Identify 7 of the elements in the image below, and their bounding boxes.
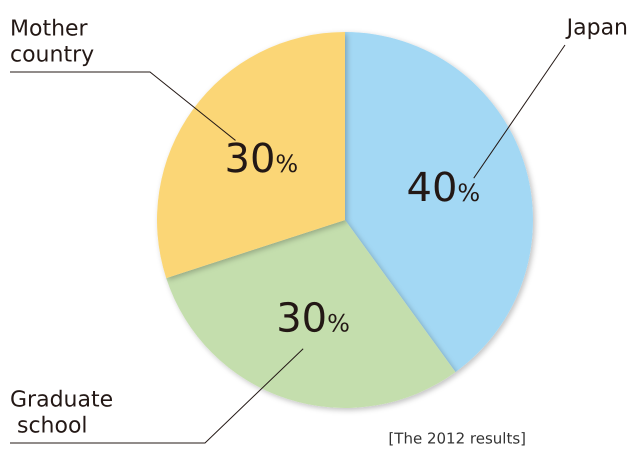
slice-label: Graduate school	[10, 388, 114, 438]
slice-label: Japan	[564, 16, 628, 40]
data-label: 30%	[276, 295, 350, 342]
data-label: 30%	[224, 136, 298, 182]
data-label: 40%	[406, 165, 480, 212]
text: [The 2012 results]	[388, 430, 526, 448]
slice-label: Mother country	[10, 16, 95, 68]
